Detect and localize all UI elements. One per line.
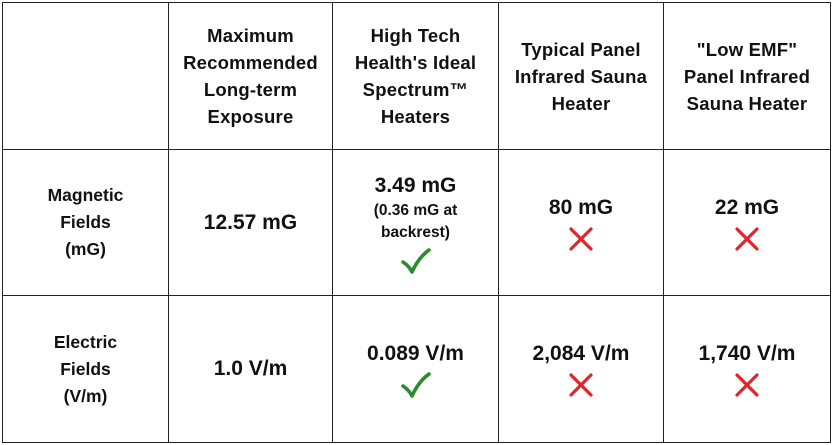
value-text: 80 mG [548,195,614,219]
header-line: Recommended [183,52,318,73]
header-line: Panel Infrared [683,65,811,87]
value-text: 3.49 mG [374,173,457,197]
header-line: Exposure [207,106,294,127]
cross-icon [566,372,596,398]
value-text: 22 mG [714,195,780,219]
cell-magnetic-max: 12.57 mG [168,149,333,296]
row-label-line: Magnetic [47,185,124,205]
header-line: Long-term [203,79,298,100]
row-label-line: Fields [60,358,111,379]
header-line: "Low EMF" [696,38,798,60]
header-ideal-spectrum: High Tech Health's Ideal Spectrum™ Heate… [332,2,499,150]
row-label-line: Fields [60,212,111,232]
value-text: 2,084 V/m [532,342,630,365]
check-icon [400,247,431,274]
value-note-line: (0.36 mG at [373,201,458,219]
cross-icon [732,226,762,252]
cell-electric-max: 1.0 V/m [168,295,333,443]
row-label-line: (V/m) [63,385,108,406]
header-line: High Tech [370,25,461,46]
table-row-electric: Electric Fields (V/m) 1.0 V/m 0.089 V/m … [2,295,831,443]
cell-magnetic-typical: 80 mG [498,149,664,296]
header-line: Maximum [207,25,294,46]
row-label-electric: Electric Fields (V/m) [2,295,169,443]
row-label-magnetic: Magnetic Fields (mG) [2,149,169,296]
cell-magnetic-ideal: 3.49 mG (0.36 mG at backrest) [332,149,499,296]
table-row-magnetic: Magnetic Fields (mG) 12.57 mG 3.49 mG (0… [2,149,831,296]
check-icon [400,372,431,398]
value-text: 1.0 V/m [213,357,288,380]
corner-cell [2,2,169,150]
cell-electric-typical: 2,084 V/m [498,295,664,443]
cell-magnetic-low-emf: 22 mG [663,149,831,296]
value-text: 12.57 mG [203,210,298,234]
header-line: Infrared Sauna [514,65,648,87]
header-line: Spectrum™ [362,79,469,100]
cell-electric-ideal: 0.089 V/m [332,295,499,443]
header-row: Maximum Recommended Long-term Exposure H… [2,2,831,150]
header-line: Typical Panel [521,38,641,60]
value-text: 1,740 V/m [698,342,796,365]
value-note-line: backrest) [381,223,450,241]
cell-electric-low-emf: 1,740 V/m [663,295,831,443]
header-line: Heater [551,92,611,114]
header-line: Sauna Heater [686,92,808,114]
value-text: 0.089 V/m [367,342,464,365]
row-label-line: (mG) [65,239,106,259]
cross-icon [566,226,596,252]
header-typical-panel: Typical Panel Infrared Sauna Heater [498,2,664,150]
row-label-line: Electric [53,331,118,352]
header-max-exposure: Maximum Recommended Long-term Exposure [168,2,333,150]
cross-icon [732,372,762,398]
header-line: Health's Ideal [354,52,477,73]
header-line: Heaters [380,106,451,127]
header-low-emf-panel: "Low EMF" Panel Infrared Sauna Heater [663,2,831,150]
